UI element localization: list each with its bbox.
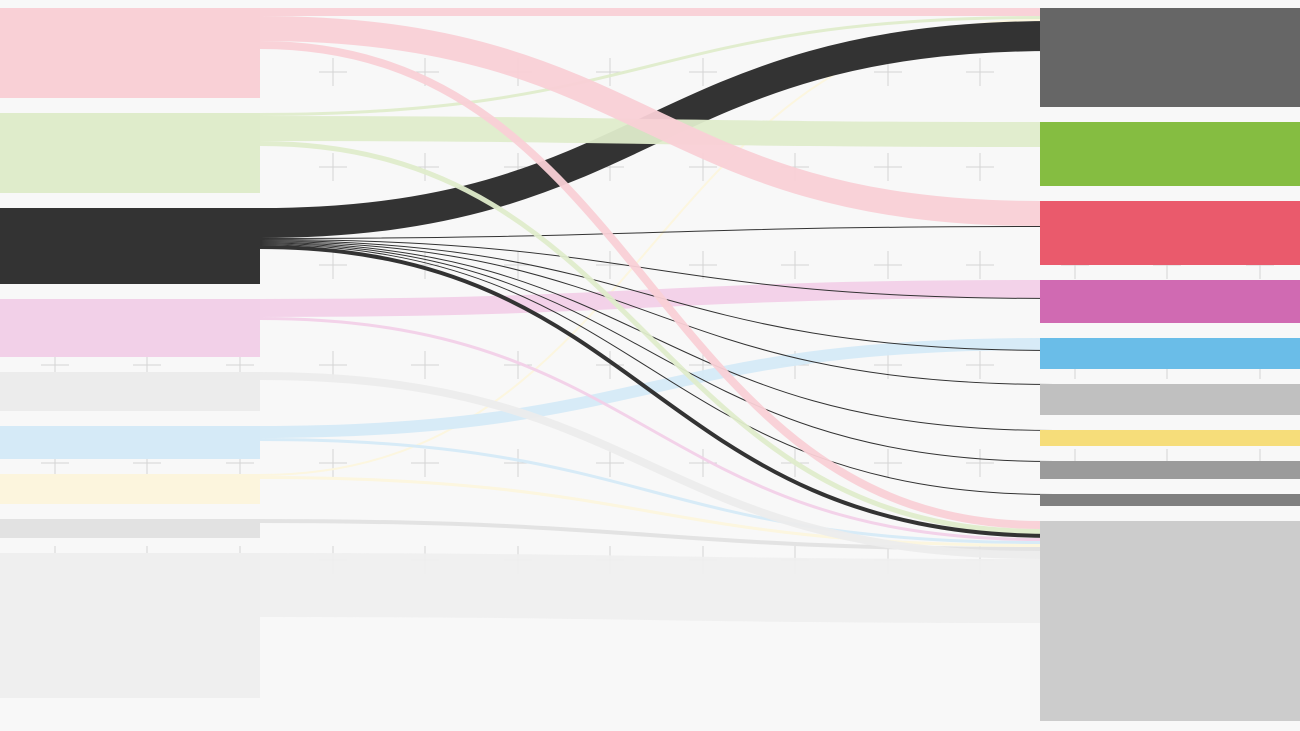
flow (259, 16, 1041, 116)
target-node (1040, 280, 1300, 323)
flow (259, 317, 1041, 541)
target-node (1040, 338, 1300, 369)
source-node (0, 474, 260, 504)
grid-cross (319, 449, 347, 477)
grid-cross (966, 351, 994, 379)
flow (259, 240, 1055, 351)
grid-cross (319, 153, 347, 181)
flow (259, 141, 1041, 534)
grid-cross (874, 153, 902, 181)
flow (259, 438, 1041, 544)
grid-cross (874, 251, 902, 279)
flow (259, 239, 1055, 299)
flow (259, 245, 1055, 538)
source-node (0, 8, 260, 98)
target-node (1040, 430, 1300, 446)
grid-cross (966, 153, 994, 181)
source-node (0, 372, 260, 411)
flow (259, 16, 1041, 226)
grid-cross (689, 58, 717, 86)
target-node (1040, 122, 1300, 186)
grid-cross (966, 251, 994, 279)
grid-cross (319, 251, 347, 279)
target-node (1040, 494, 1300, 506)
target-node (1040, 461, 1300, 479)
grid-cross (596, 449, 624, 477)
target-node (1040, 521, 1300, 721)
source-node (0, 553, 260, 698)
flow (259, 226, 1055, 239)
target-node (1040, 8, 1300, 107)
grid-cross (874, 449, 902, 477)
source-node (0, 299, 260, 357)
source-node (0, 519, 260, 538)
grid-cross (319, 351, 347, 379)
grid-cross (781, 251, 809, 279)
target-node (1040, 384, 1300, 415)
flow (259, 41, 1041, 529)
grid-cross (966, 58, 994, 86)
flow (259, 280, 1041, 317)
flow (259, 553, 1041, 623)
grid-cross (689, 251, 717, 279)
grid-cross (411, 449, 439, 477)
source-node (0, 113, 260, 193)
grid-cross (411, 351, 439, 379)
flow (259, 372, 1041, 559)
flow (259, 244, 1055, 495)
grid-cross (319, 58, 347, 86)
source-node (0, 208, 260, 284)
target-node (1040, 201, 1300, 265)
grid-cross (596, 251, 624, 279)
source-node (0, 426, 260, 459)
flow (259, 243, 1055, 462)
grid-cross (966, 449, 994, 477)
grid-cross (596, 351, 624, 379)
grid-cross (504, 251, 532, 279)
flow (259, 241, 1055, 385)
